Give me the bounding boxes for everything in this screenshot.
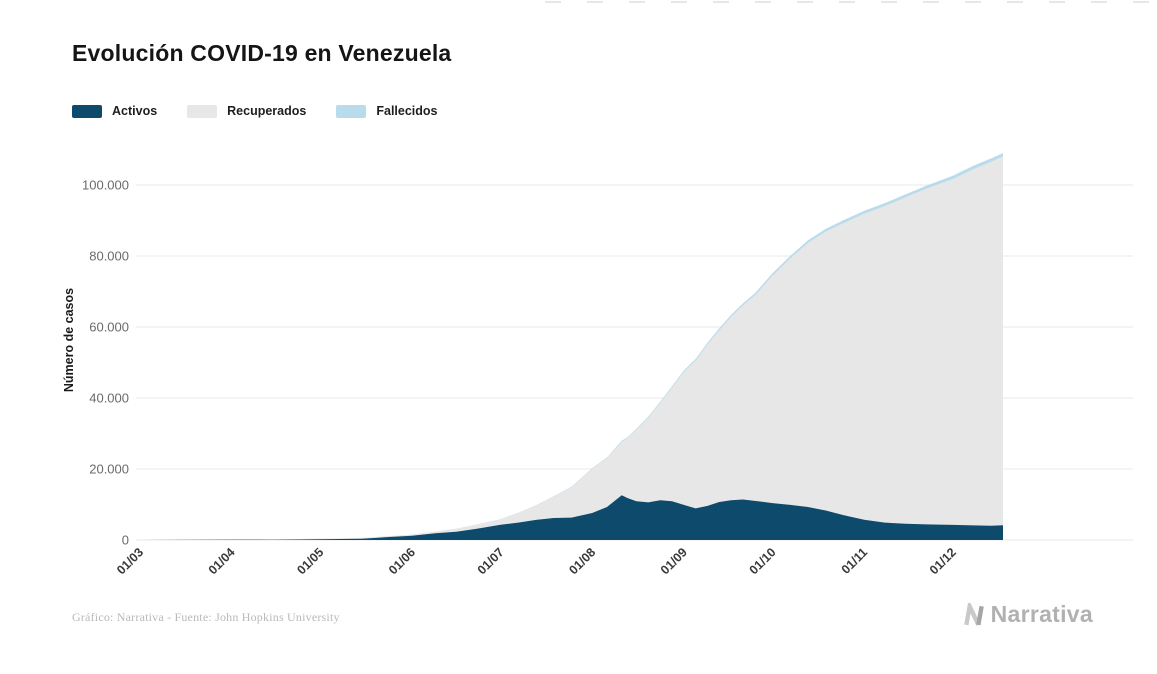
legend-swatch-recuperados — [187, 104, 218, 118]
x-tick-label: 01/11 — [839, 545, 871, 577]
x-tick-label: 01/12 — [927, 545, 959, 577]
y-axis-title: Número de casos — [62, 288, 76, 392]
narrativa-wordmark: Narrativa — [990, 601, 1093, 627]
x-tick-label: 01/05 — [294, 545, 326, 577]
x-tick-label: 01/08 — [566, 545, 598, 577]
legend-item-fallecidos: Fallecidos — [336, 104, 438, 118]
y-tick-label: 60.000 — [89, 320, 129, 335]
y-tick-label: 20.000 — [89, 462, 129, 477]
y-tick-label: 0 — [122, 533, 129, 548]
area-recuperados — [140, 156, 1003, 540]
legend-label: Activos — [112, 104, 158, 118]
top-edge-artifact — [545, 1, 1155, 3]
x-tick-label: 01/04 — [206, 545, 238, 577]
x-tick-label: 01/07 — [475, 545, 507, 577]
x-tick-label: 01/10 — [747, 545, 779, 577]
legend: Activos Recuperados Fallecidos — [72, 104, 438, 118]
area-activos — [140, 495, 1003, 540]
legend-swatch-fallecidos — [336, 104, 367, 118]
x-tick-label: 01/03 — [114, 545, 146, 577]
legend-item-recuperados: Recuperados — [187, 104, 306, 118]
y-tick-label: 100.000 — [82, 178, 129, 193]
legend-label: Recuperados — [227, 104, 307, 118]
narrativa-logo-icon — [963, 602, 984, 626]
legend-label: Fallecidos — [376, 104, 438, 118]
legend-swatch-activos — [72, 104, 102, 118]
y-tick-label: 80.000 — [89, 249, 129, 264]
y-tick-label: 40.000 — [89, 391, 129, 406]
x-tick-label: 01/06 — [386, 545, 418, 577]
page-title: Evolución COVID-19 en Venezuela — [72, 40, 452, 66]
x-tick-label: 01/09 — [658, 545, 690, 577]
narrativa-logo: Narrativa — [962, 601, 1093, 628]
credit-text: Gráfico: Narrativa - Fuente: John Hopkin… — [72, 610, 340, 624]
legend-item-activos: Activos — [72, 104, 157, 118]
